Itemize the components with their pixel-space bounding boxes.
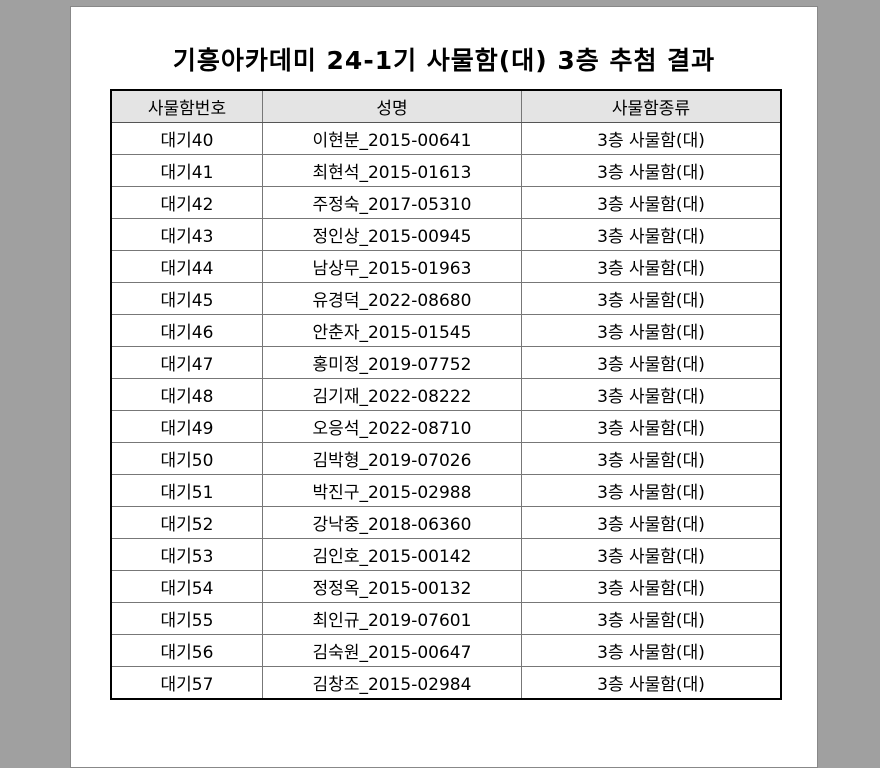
name-cell: 박진구_2015-02988	[262, 474, 522, 507]
table-header-row: 사물함번호 성명 사물함종류	[110, 89, 782, 123]
locker-type-cell: 3층 사물함(대)	[521, 570, 782, 603]
table-row: 대기42 주정숙_2017-05310 3층 사물함(대)	[110, 186, 782, 219]
locker-type-cell: 3층 사물함(대)	[521, 442, 782, 475]
locker-number-cell: 대기44	[110, 250, 263, 283]
table-row: 대기40 이현분_2015-00641 3층 사물함(대)	[110, 122, 782, 155]
document-page: 기흥아카데미 24-1기 사물함(대) 3층 추첨 결과 사물함번호 성명 사물…	[70, 6, 818, 768]
name-cell: 김기재_2022-08222	[262, 378, 522, 411]
locker-number-cell: 대기53	[110, 538, 263, 571]
name-cell: 김박형_2019-07026	[262, 442, 522, 475]
name-cell: 최인규_2019-07601	[262, 602, 522, 635]
locker-number-cell: 대기42	[110, 186, 263, 219]
table-row: 대기47 홍미정_2019-07752 3층 사물함(대)	[110, 346, 782, 379]
column-header-name: 성명	[262, 89, 522, 123]
locker-type-cell: 3층 사물함(대)	[521, 250, 782, 283]
name-cell: 주정숙_2017-05310	[262, 186, 522, 219]
table-row: 대기55 최인규_2019-07601 3층 사물함(대)	[110, 602, 782, 635]
name-cell: 유경덕_2022-08680	[262, 282, 522, 315]
locker-number-cell: 대기49	[110, 410, 263, 443]
table-row: 대기41 최현석_2015-01613 3층 사물함(대)	[110, 154, 782, 187]
locker-number-cell: 대기45	[110, 282, 263, 315]
name-cell: 남상무_2015-01963	[262, 250, 522, 283]
table-row: 대기52 강낙중_2018-06360 3층 사물함(대)	[110, 506, 782, 539]
locker-type-cell: 3층 사물함(대)	[521, 122, 782, 155]
name-cell: 김숙원_2015-00647	[262, 634, 522, 667]
table-row: 대기54 정정옥_2015-00132 3층 사물함(대)	[110, 570, 782, 603]
table-row: 대기56 김숙원_2015-00647 3층 사물함(대)	[110, 634, 782, 667]
table-row: 대기53 김인호_2015-00142 3층 사물함(대)	[110, 538, 782, 571]
name-cell: 오응석_2022-08710	[262, 410, 522, 443]
locker-number-cell: 대기56	[110, 634, 263, 667]
locker-type-cell: 3층 사물함(대)	[521, 410, 782, 443]
locker-type-cell: 3층 사물함(대)	[521, 218, 782, 251]
locker-type-cell: 3층 사물함(대)	[521, 378, 782, 411]
locker-number-cell: 대기50	[110, 442, 263, 475]
locker-number-cell: 대기43	[110, 218, 263, 251]
table-row: 대기50 김박형_2019-07026 3층 사물함(대)	[110, 442, 782, 475]
locker-type-cell: 3층 사물함(대)	[521, 666, 782, 700]
locker-number-cell: 대기48	[110, 378, 263, 411]
name-cell: 정인상_2015-00945	[262, 218, 522, 251]
table-row: 대기44 남상무_2015-01963 3층 사물함(대)	[110, 250, 782, 283]
locker-type-cell: 3층 사물함(대)	[521, 186, 782, 219]
name-cell: 강낙중_2018-06360	[262, 506, 522, 539]
name-cell: 이현분_2015-00641	[262, 122, 522, 155]
table-row: 대기46 안춘자_2015-01545 3층 사물함(대)	[110, 314, 782, 347]
locker-number-cell: 대기54	[110, 570, 263, 603]
locker-number-cell: 대기52	[110, 506, 263, 539]
name-cell: 최현석_2015-01613	[262, 154, 522, 187]
table-row: 대기49 오응석_2022-08710 3층 사물함(대)	[110, 410, 782, 443]
locker-type-cell: 3층 사물함(대)	[521, 314, 782, 347]
page-title: 기흥아카데미 24-1기 사물함(대) 3층 추첨 결과	[172, 46, 716, 75]
locker-type-cell: 3층 사물함(대)	[521, 154, 782, 187]
locker-number-cell: 대기57	[110, 666, 263, 700]
locker-type-cell: 3층 사물함(대)	[521, 634, 782, 667]
table-row: 대기48 김기재_2022-08222 3층 사물함(대)	[110, 378, 782, 411]
name-cell: 김창조_2015-02984	[262, 666, 522, 700]
locker-number-cell: 대기51	[110, 474, 263, 507]
column-header-locker-type: 사물함종류	[521, 89, 782, 123]
locker-number-cell: 대기46	[110, 314, 263, 347]
name-cell: 김인호_2015-00142	[262, 538, 522, 571]
locker-type-cell: 3층 사물함(대)	[521, 346, 782, 379]
locker-type-cell: 3층 사물함(대)	[521, 602, 782, 635]
name-cell: 안춘자_2015-01545	[262, 314, 522, 347]
locker-type-cell: 3층 사물함(대)	[521, 474, 782, 507]
locker-number-cell: 대기40	[110, 122, 263, 155]
locker-type-cell: 3층 사물함(대)	[521, 282, 782, 315]
locker-type-cell: 3층 사물함(대)	[521, 506, 782, 539]
locker-number-cell: 대기47	[110, 346, 263, 379]
table-row: 대기43 정인상_2015-00945 3층 사물함(대)	[110, 218, 782, 251]
table-row: 대기57 김창조_2015-02984 3층 사물함(대)	[110, 666, 782, 700]
locker-number-cell: 대기55	[110, 602, 263, 635]
name-cell: 정정옥_2015-00132	[262, 570, 522, 603]
locker-type-cell: 3층 사물함(대)	[521, 538, 782, 571]
locker-number-cell: 대기41	[110, 154, 263, 187]
table-row: 대기45 유경덕_2022-08680 3층 사물함(대)	[110, 282, 782, 315]
name-cell: 홍미정_2019-07752	[262, 346, 522, 379]
column-header-locker-number: 사물함번호	[110, 89, 263, 123]
table-row: 대기51 박진구_2015-02988 3층 사물함(대)	[110, 474, 782, 507]
results-table: 사물함번호 성명 사물함종류 대기40 이현분_2015-00641 3층 사물함(…	[110, 89, 782, 700]
